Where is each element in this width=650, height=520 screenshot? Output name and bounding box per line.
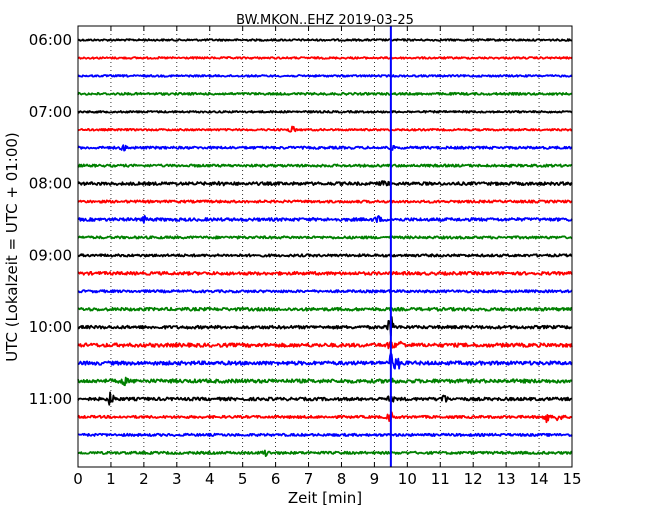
x-tick-label: 5 [238,470,248,488]
trace-line [77,56,573,60]
x-tick-label: 6 [271,470,281,488]
y-tick-label: 08:00 [29,175,72,193]
trace-group [77,38,573,457]
trace-line [77,74,573,78]
trace-line [77,376,573,387]
trace-line [77,432,573,437]
x-tick-label: 3 [172,470,182,488]
plot-frame [77,25,573,468]
x-tick-label: 13 [497,470,516,488]
x-axis-label: Zeit [min] [288,489,362,507]
x-tick-label: 12 [464,470,483,488]
trace-line [77,306,573,312]
grid-lines [110,26,540,467]
trace-line [77,270,573,276]
x-tick-label: 2 [139,470,149,488]
trace-line [77,449,573,457]
trace-line [77,214,573,224]
y-tick-label: 07:00 [29,103,72,121]
trace-line [77,199,573,204]
trace-line [77,235,573,240]
y-tick-label: 10:00 [29,318,72,336]
x-tick-label: 14 [530,470,549,488]
trace-line [77,91,573,96]
trace-line [77,352,573,370]
x-tick-label: 15 [562,470,581,488]
trace-line [77,163,573,168]
x-tick-label: 9 [370,470,380,488]
trace-line [77,391,573,406]
y-tick-label: 11:00 [29,390,72,408]
y-tick-label: 09:00 [29,246,72,264]
trace-line [77,38,573,42]
x-tick-label: 4 [205,470,215,488]
y-tick-label: 06:00 [29,31,72,49]
x-tick-label: 0 [73,470,83,488]
x-tick-label: 1 [106,470,116,488]
trace-line [77,253,573,258]
trace-line [77,125,573,133]
trace-line [77,110,573,114]
y-axis-ticks: 06:00 07:00 08:00 09:00 10:00 11:00 [29,31,572,408]
trace-line [77,180,573,187]
trace-line [77,411,573,424]
x-tick-label: 7 [304,470,314,488]
trace-line [77,340,573,350]
trace-line [77,289,573,294]
trace-line [77,316,573,337]
x-tick-label: 11 [431,470,450,488]
x-tick-label: 8 [337,470,347,488]
x-axis-ticks: 0 1 2 3 4 5 6 7 8 9 10 11 12 13 14 15 [73,26,582,488]
chart-title: BW.MKON..EHZ 2019-03-25 [236,13,414,28]
y-axis-label: UTC (Lokalzeit = UTC + 01:00) [3,132,21,362]
x-tick-label: 10 [398,470,417,488]
trace-line [77,144,573,152]
